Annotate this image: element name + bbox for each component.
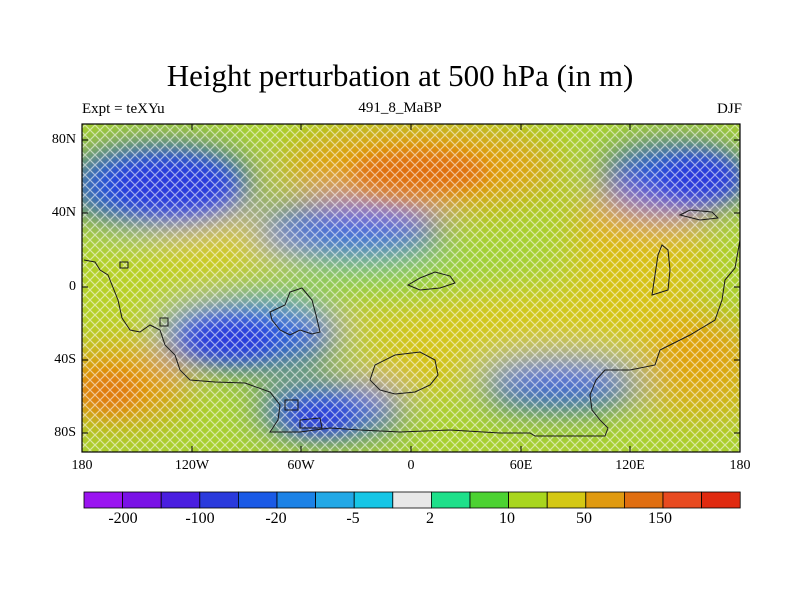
x-label-120w: 120W [174,458,210,473]
colorbar-box [122,491,162,509]
colorbar-box [469,491,509,509]
colorbar-box [430,491,471,509]
x-label-180e: 180 [729,458,751,473]
y-label-40s: 40S [54,352,76,367]
map-field [82,124,740,452]
colorbar-box [83,491,123,509]
colorbar-box [624,491,664,509]
colorbar-box [585,491,625,509]
y-label-80s: 80S [54,425,76,440]
colorbar-box [508,491,548,509]
colorbar-box [199,491,239,509]
colorbar-label: -5 [346,510,360,527]
colorbar-label: -200 [108,510,138,527]
colorbar-box [353,491,394,509]
colorbar-label: -100 [185,510,215,527]
x-label-60e: 60E [509,458,533,473]
y-label-0: 0 [69,279,76,294]
colorbar-box [546,491,587,509]
colorbar-box [160,491,201,509]
colorbar-box [276,491,316,509]
colorbar-label: 10 [499,510,515,527]
y-label-80n: 80N [51,132,76,147]
x-label-0: 0 [407,458,415,473]
x-label-60w: 60W [287,458,315,473]
colorbar-box [662,491,702,509]
season-label: DJF [716,101,742,117]
x-label-120e: 120E [615,458,645,473]
colorbar-box [237,491,278,509]
colorbar-box [315,491,355,509]
experiment-label: Expt = teXYu [82,101,165,117]
colorbar-label: 50 [576,510,592,527]
plot-title: Height perturbation at 500 hPa (in m) [166,58,634,93]
colorbar [83,491,741,509]
colorbar-box [392,491,432,509]
y-label-40n: 40N [51,205,76,220]
colorbar-box [701,491,741,509]
hatching-overlay [82,124,740,452]
colorbar-label: 150 [648,510,672,527]
case-label: 491_8_MaBP [358,100,442,116]
colorbar-label: -20 [265,510,287,527]
axis-ticks [81,124,741,452]
coastlines [83,209,740,437]
colorbar-label: 2 [426,510,434,527]
x-label-180w: 180 [71,458,93,473]
